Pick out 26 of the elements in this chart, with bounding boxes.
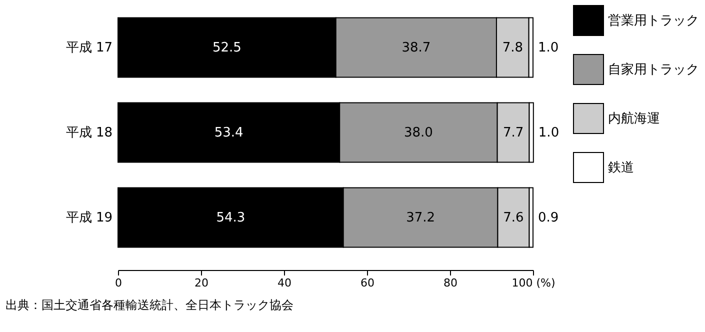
legend-label: 自家用トラック — [608, 62, 699, 78]
legend-label: 鉄道 — [608, 160, 634, 176]
x-tick-label: 80 — [444, 276, 458, 290]
text: 52.5 — [212, 40, 242, 56]
text: 38.7 — [402, 40, 431, 56]
text: 7.6 — [503, 210, 524, 226]
text: 38.0 — [404, 126, 433, 140]
text: 37.2 — [406, 210, 436, 226]
x-tick-label: 40 — [278, 276, 292, 290]
text: 1.0 — [538, 40, 559, 56]
y-tick-label: 平成 17 — [66, 40, 112, 56]
text: 54.3 — [216, 210, 246, 226]
text: 53.4 — [214, 126, 244, 140]
x-tick-label: 20 — [194, 276, 208, 290]
text: 7.8 — [502, 40, 524, 56]
x-tick-label: 60 — [360, 276, 374, 290]
x-tick-label: 0 — [115, 276, 122, 290]
y-tick-label: 平成 18 — [66, 126, 112, 140]
y-tick-label: 平成 19 — [66, 210, 112, 226]
x-tick-label: 100 (%) — [512, 276, 556, 290]
text: 7.7 — [502, 126, 524, 140]
legend-label: 営業用トラック — [608, 14, 699, 28]
legend-label: 内航海運 — [608, 112, 660, 126]
source-note: 出典：国土交通省各種輸送統計、全日本トラック協会 — [5, 298, 294, 312]
text: 1.0 — [538, 126, 560, 140]
text: 0.9 — [538, 210, 559, 226]
